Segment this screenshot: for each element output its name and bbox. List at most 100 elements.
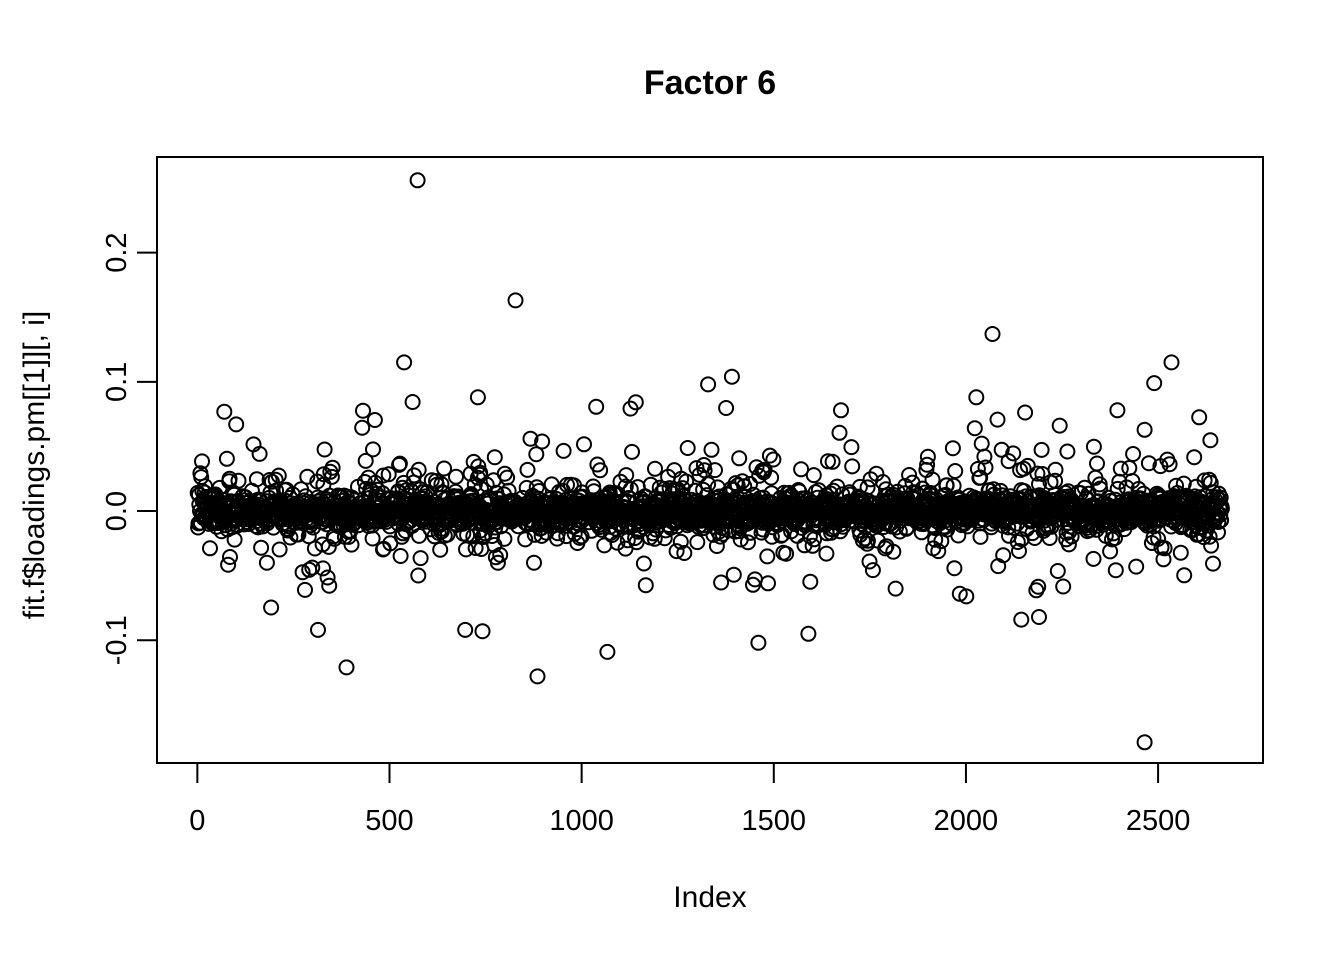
- data-point: [489, 554, 506, 571]
- data-point: [432, 541, 449, 558]
- data-point: [492, 546, 509, 563]
- data-point: [410, 567, 427, 584]
- data-point: [251, 445, 268, 462]
- data-point: [354, 419, 371, 436]
- data-point: [357, 452, 374, 469]
- data-point: [248, 471, 265, 488]
- data-point: [774, 526, 791, 543]
- data-point: [228, 416, 245, 433]
- data-point: [1019, 457, 1036, 474]
- data-point: [946, 560, 963, 577]
- data-point: [534, 433, 551, 450]
- data-point: [549, 530, 566, 547]
- data-point: [324, 459, 341, 476]
- data-point: [635, 555, 652, 572]
- data-point: [628, 534, 645, 551]
- data-point: [364, 530, 381, 547]
- data-point: [439, 526, 456, 543]
- data-point: [310, 621, 326, 638]
- data-point: [627, 394, 644, 411]
- plot-border: [156, 156, 1264, 764]
- data-point: [864, 562, 881, 579]
- data-point: [299, 468, 316, 485]
- data-point: [844, 458, 861, 475]
- data-point: [1125, 446, 1142, 462]
- data-point: [1031, 609, 1047, 625]
- data-point: [263, 599, 280, 616]
- y-tick-label: -0.1: [101, 615, 133, 665]
- data-point: [1009, 534, 1026, 550]
- data-point: [731, 450, 748, 467]
- data-point: [410, 461, 427, 478]
- data-points-layer: [189, 172, 1230, 751]
- data-point: [818, 545, 835, 562]
- data-point: [765, 451, 782, 468]
- data-point: [222, 549, 238, 565]
- data-point: [294, 564, 311, 581]
- data-point: [944, 440, 961, 457]
- data-point: [1063, 528, 1080, 545]
- data-point: [966, 420, 983, 437]
- data-point: [1191, 409, 1208, 426]
- data-point: [321, 577, 338, 594]
- data-point: [1146, 375, 1163, 392]
- data-point: [972, 528, 989, 545]
- y-tick-label: 0.0: [101, 491, 133, 531]
- data-point: [672, 533, 689, 550]
- data-point: [599, 643, 616, 660]
- data-point: [718, 400, 735, 416]
- data-point: [1112, 460, 1129, 477]
- data-point: [436, 460, 453, 477]
- data-point: [618, 467, 635, 484]
- data-point: [973, 435, 990, 452]
- data-point: [268, 482, 285, 499]
- data-point: [976, 448, 993, 465]
- data-point: [592, 462, 609, 479]
- data-point: [374, 485, 391, 502]
- data-point: [805, 467, 822, 484]
- data-point: [969, 461, 986, 477]
- data-point: [528, 446, 545, 463]
- data-point: [1140, 455, 1157, 472]
- data-point: [202, 540, 218, 557]
- data-point: [323, 468, 340, 485]
- y-axis: -0.1 0.0 0.1 0.2: [101, 232, 157, 665]
- x-tick-label: 1500: [742, 805, 807, 837]
- x-tick-label: 2500: [1126, 805, 1191, 837]
- data-point: [676, 545, 693, 561]
- data-point: [968, 389, 985, 406]
- data-point: [528, 479, 545, 496]
- data-point: [396, 354, 413, 371]
- data-point: [338, 659, 355, 676]
- data-point: [1089, 455, 1105, 472]
- data-point: [270, 467, 287, 484]
- data-point: [901, 467, 918, 483]
- data-point: [1000, 453, 1017, 470]
- data-point: [474, 623, 491, 640]
- data-point: [624, 443, 640, 460]
- data-point: [380, 466, 397, 483]
- chart-title: Factor 6: [644, 64, 776, 102]
- data-point: [519, 461, 536, 478]
- data-point: [723, 368, 740, 385]
- data-point: [253, 539, 270, 556]
- data-point: [993, 441, 1010, 458]
- data-point: [433, 476, 450, 493]
- data-point: [679, 440, 696, 456]
- data-point: [761, 447, 778, 464]
- data-point: [258, 554, 275, 571]
- data-point: [1156, 540, 1173, 557]
- data-point: [938, 477, 955, 494]
- data-point: [472, 464, 489, 481]
- data-point: [1172, 544, 1189, 561]
- data-point: [1055, 578, 1072, 595]
- data-point: [1047, 472, 1064, 489]
- data-point: [703, 441, 720, 458]
- data-point: [1085, 550, 1102, 567]
- data-point: [831, 424, 848, 441]
- data-point: [1136, 421, 1153, 438]
- data-point: [1186, 449, 1203, 466]
- data-point: [1102, 543, 1119, 560]
- data-point: [1176, 567, 1193, 584]
